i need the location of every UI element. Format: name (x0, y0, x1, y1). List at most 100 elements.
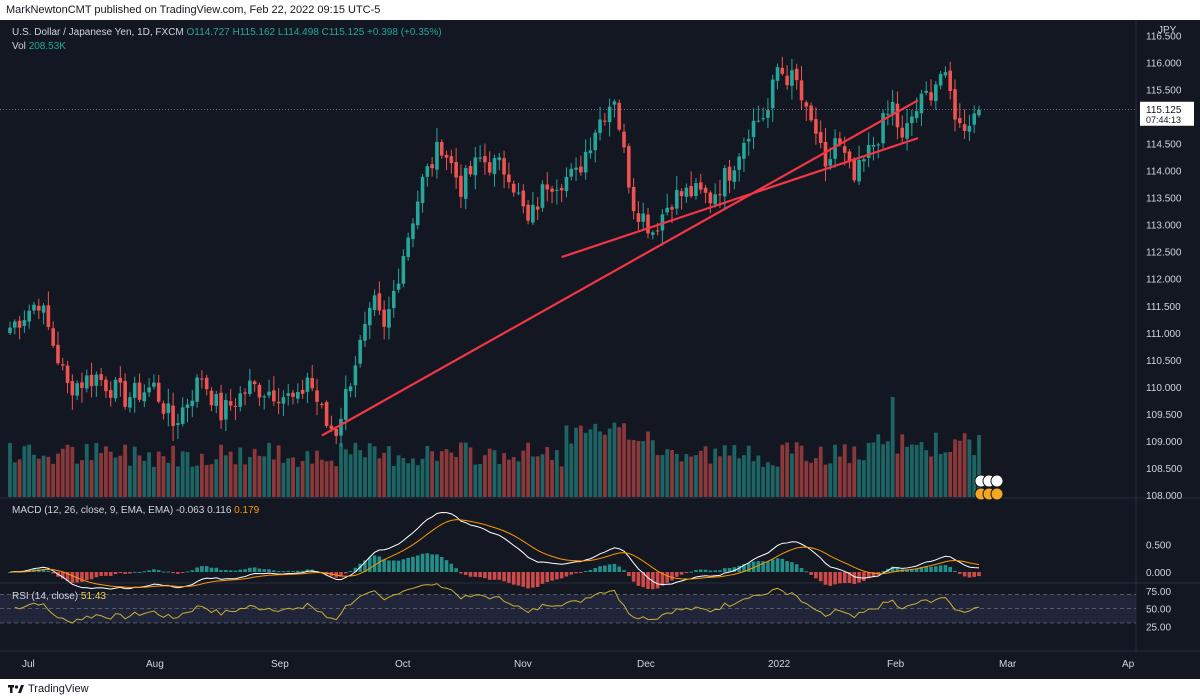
macd-histogram-bar (252, 567, 257, 572)
candle-body (291, 392, 295, 397)
candle-body (593, 132, 598, 151)
macd-histogram-bar (516, 572, 521, 586)
candle-body (483, 156, 487, 163)
volume-bar (8, 443, 12, 497)
volume-bar (449, 452, 454, 497)
volume-bar (602, 434, 607, 497)
macd-histogram-bar (579, 572, 583, 573)
candle-body (838, 138, 842, 145)
volume-bar (957, 440, 962, 497)
volume-bar (871, 442, 876, 497)
volume-bar (833, 444, 837, 497)
time-axis-label: Aug (146, 659, 164, 670)
volume-bar (46, 456, 51, 497)
price-axis-label: 113.500 (1146, 194, 1182, 205)
macd-histogram-bar (272, 570, 276, 572)
macd-histogram-bar (905, 569, 909, 572)
macd-histogram-bar (708, 570, 713, 572)
macd-histogram-bar (487, 572, 492, 580)
volume-bar (622, 423, 626, 497)
candle-body (722, 168, 727, 197)
candle-body (770, 79, 775, 109)
volume-bar (751, 461, 756, 497)
price-axis-label: 112.000 (1146, 275, 1182, 286)
chart-frame[interactable]: 116.500116.000115.500115.000114.500114.0… (0, 20, 1200, 679)
candle-body (938, 74, 943, 86)
volume-bar (372, 446, 377, 497)
tradingview-logo[interactable]: TradingView (8, 679, 89, 699)
macd-histogram-bar (382, 559, 386, 572)
volume-bar (348, 454, 353, 497)
volume-bar (56, 453, 60, 497)
macd-histogram-bar (507, 572, 511, 583)
macd-histogram-bar (953, 570, 957, 572)
volume-bar (506, 459, 511, 497)
candle-body (886, 113, 890, 115)
macd-histogram-bar (943, 565, 948, 572)
volume-bar (929, 456, 933, 497)
macd-histogram-bar (938, 565, 943, 572)
candle-body (910, 116, 914, 123)
macd-histogram-bar (511, 572, 516, 585)
main-legend: U.S. Dollar / Japanese Yen, 1D, FXCM O11… (12, 27, 442, 38)
candle-body (17, 320, 22, 328)
volume-bar (727, 455, 732, 497)
candle-body (890, 101, 895, 115)
macd-histogram-bar (166, 571, 171, 573)
macd-histogram-bar (919, 566, 924, 572)
candle-body (252, 381, 257, 385)
volume-bar (511, 457, 516, 497)
candle-body (411, 223, 415, 240)
candle-body (732, 170, 737, 182)
macd-histogram-bar (8, 572, 12, 573)
volume-bar (919, 442, 924, 497)
volume-bar (247, 457, 252, 497)
candle-body (248, 380, 252, 394)
volume-bar (737, 458, 742, 497)
macd-histogram-bar (387, 560, 391, 572)
macd-histogram-bar (540, 572, 545, 584)
macd-histogram-bar (828, 572, 833, 586)
volume-bar (305, 451, 310, 497)
candle-body (862, 159, 866, 162)
candle-body (473, 157, 478, 176)
volume-bar (535, 456, 540, 497)
volume-bar (909, 444, 914, 497)
volume-bar (742, 455, 746, 497)
price-axis-label: 111.500 (1146, 302, 1181, 313)
volume-bar (521, 450, 526, 497)
candle-body (214, 394, 219, 406)
macd-histogram-bar (435, 554, 439, 572)
candle-body (550, 188, 554, 192)
price-axis-label: 109.500 (1146, 410, 1183, 421)
candle-body (118, 377, 123, 383)
macd-histogram-bar (526, 572, 530, 589)
volume-bar (722, 445, 727, 497)
volume-bar (905, 446, 909, 497)
candle-body (267, 391, 271, 396)
volume-bar (790, 453, 794, 497)
volume-bar (204, 464, 209, 497)
candle-body (459, 175, 463, 197)
time-axis-label: Jul (22, 659, 35, 670)
volume-bar (209, 464, 214, 497)
volume-bar (967, 439, 972, 497)
chart-canvas[interactable]: 116.500116.000115.500115.000114.500114.0… (0, 20, 1200, 679)
candle-body (977, 109, 981, 116)
candle-body (75, 383, 79, 396)
macd-histogram-bar (353, 567, 358, 572)
macd-histogram-bar (694, 570, 698, 572)
price-axis-label: 115.500 (1146, 85, 1182, 96)
candle-body (847, 151, 852, 161)
volume-bar (761, 466, 766, 497)
volume-bar (334, 466, 339, 497)
macd-histogram-bar (291, 571, 295, 573)
macd-histogram-bar (262, 569, 267, 572)
candle-body (123, 381, 127, 407)
price-axis-label: 113.000 (1146, 221, 1182, 232)
candle-body (243, 392, 247, 394)
volume-bar (885, 441, 890, 497)
macd-histogram-bar (962, 572, 967, 577)
macd-histogram-bar (46, 570, 51, 572)
macd-histogram-bar (607, 564, 612, 572)
